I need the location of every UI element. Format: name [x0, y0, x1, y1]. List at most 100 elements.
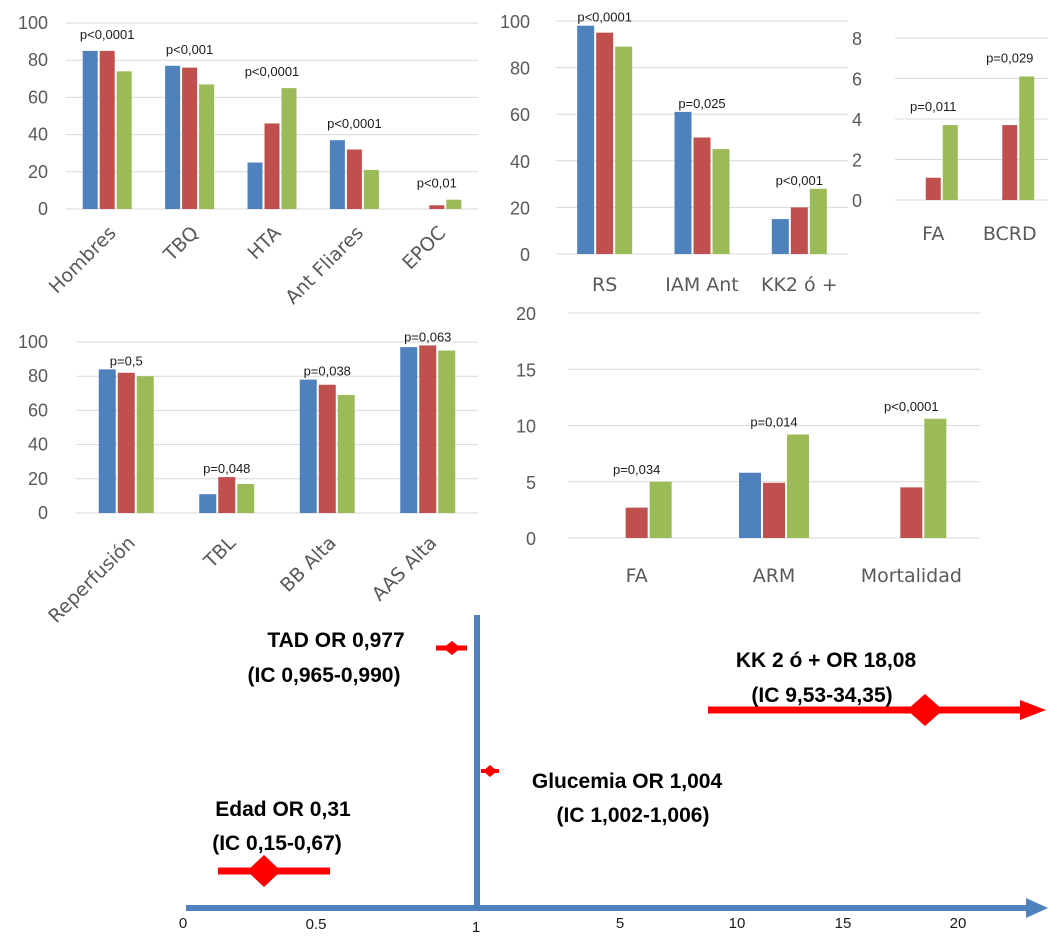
y-tick-label: 0 — [526, 529, 536, 549]
category-label: TBQ — [159, 222, 203, 266]
p-value-label: p<0,0001 — [327, 116, 382, 131]
bar — [281, 88, 297, 209]
edad-ci-label: (IC 0,15-0,67) — [212, 832, 342, 855]
bar — [199, 84, 215, 209]
category-label: Reperfusión — [44, 532, 140, 628]
category-label: BB Alta — [276, 532, 341, 597]
bar — [99, 50, 115, 210]
y-tick-label: 10 — [516, 417, 536, 437]
bar — [924, 418, 947, 538]
bar — [790, 207, 808, 254]
bar — [299, 379, 317, 513]
bar — [674, 111, 692, 255]
forest-plot: 0 0.5 1 5 10 15 20 TAD OR 0,977 (IC 0,96… — [179, 615, 1048, 936]
bar — [809, 188, 827, 254]
y-tick-label: 60 — [510, 105, 530, 125]
p-value-label: p=0,014 — [750, 415, 797, 430]
bar — [1002, 125, 1018, 200]
bar — [900, 487, 923, 538]
panel-presentation: 0 20 40 60 80 100 p<0,0001 RS p=0,025 IAM Ant p<0,… — [500, 10, 848, 296]
bar — [429, 205, 445, 209]
category-label: FA — [626, 565, 648, 587]
tad-or-marker — [443, 641, 461, 655]
kk-ci-label: (IC 9,53-34,35) — [751, 684, 892, 707]
bar — [739, 472, 761, 538]
category-label: RS — [592, 274, 617, 296]
p-value-label: p=0,038 — [304, 364, 351, 379]
y-tick-label: 60 — [28, 400, 48, 420]
bar — [771, 219, 789, 254]
y-tick-label: 80 — [28, 50, 48, 70]
forest-tick-label: 1 — [472, 919, 480, 936]
p-value-label: p<0,0001 — [577, 10, 632, 25]
bar — [438, 350, 456, 513]
category-label: Ant Fliares — [281, 222, 368, 309]
forest-tick-label: 10 — [729, 915, 746, 932]
y-tick-label: 80 — [510, 59, 530, 79]
bar — [596, 32, 614, 255]
bar — [577, 25, 595, 254]
y-tick-label: 15 — [516, 360, 536, 380]
category-label: TBL — [199, 532, 240, 573]
bar — [165, 65, 181, 209]
category-label: BCRD — [983, 223, 1037, 245]
y-tick-label: 0 — [852, 191, 862, 211]
p-value-label: p=0,034 — [613, 462, 660, 477]
bar — [82, 50, 98, 210]
edad-or-marker — [247, 855, 281, 887]
panel-demographics: 0 20 40 60 80 100 p<0,0001 Hombres p<0,001 TBQ p<0… — [18, 13, 478, 309]
bar — [117, 372, 135, 513]
category-label: Mortalidad — [861, 565, 962, 587]
p-value-label: p=0,063 — [404, 329, 451, 344]
glucemia-ci-label: (IC 1,002-1,006) — [557, 804, 710, 827]
category-label: IAM Ant — [665, 274, 739, 296]
p-value-label: p=0,029 — [986, 50, 1033, 65]
bar — [763, 482, 785, 538]
y-tick-label: 8 — [852, 29, 862, 49]
bar — [264, 123, 280, 209]
y-tick-label: 100 — [18, 13, 48, 33]
p-value-label: p<0,0001 — [884, 399, 939, 414]
y-tick-label: 2 — [852, 151, 862, 171]
category-label: FA — [922, 223, 944, 245]
y-tick-label: 5 — [526, 473, 536, 493]
y-tick-label: 20 — [516, 304, 536, 324]
forest-tick-label: 20 — [950, 915, 967, 932]
forest-x-axis-arrowhead — [1026, 898, 1048, 918]
p-value-label: p=0,011 — [910, 99, 956, 114]
y-tick-label: 40 — [28, 435, 48, 455]
p-value-label: p<0,0001 — [80, 27, 135, 42]
forest-tick-label: 5 — [616, 915, 624, 932]
p-value-label: p=0,5 — [110, 353, 143, 368]
p-value-label: p<0,001 — [776, 173, 823, 188]
bar — [237, 483, 255, 513]
y-tick-label: 20 — [28, 469, 48, 489]
kk-or-marker — [907, 694, 943, 726]
tad-ci-label: (IC 0,965-0,990) — [248, 664, 401, 687]
bar — [615, 46, 633, 254]
category-label: Hombres — [45, 222, 121, 298]
y-tick-label: 4 — [852, 110, 862, 130]
y-tick-label: 20 — [28, 162, 48, 182]
bar — [925, 177, 941, 200]
bar — [247, 162, 263, 209]
y-tick-label: 6 — [852, 70, 862, 90]
bar — [116, 71, 132, 209]
panel-treatment: 0 20 40 60 80 100 p=0,5 Reperfusión p=0,048 TBL p=… — [18, 329, 478, 628]
panel-outcomes: 0 5 10 15 20 p=0,034 FA p=0,014 ARM p<0,0001 Morta… — [516, 304, 980, 587]
category-label: AAS Alta — [368, 532, 442, 606]
bar — [419, 345, 437, 513]
bar — [446, 199, 462, 209]
y-tick-label: 60 — [28, 87, 48, 107]
category-label: ARM — [753, 565, 796, 587]
p-value-label: p<0,001 — [166, 42, 213, 57]
forest-tick-label: 15 — [835, 915, 852, 932]
bar — [329, 140, 345, 209]
kk-ci-arrowhead — [1020, 700, 1046, 720]
bar — [337, 395, 355, 513]
bar — [649, 481, 672, 538]
y-tick-label: 80 — [28, 366, 48, 386]
category-label: EPOC — [398, 222, 450, 274]
bar — [136, 376, 154, 513]
